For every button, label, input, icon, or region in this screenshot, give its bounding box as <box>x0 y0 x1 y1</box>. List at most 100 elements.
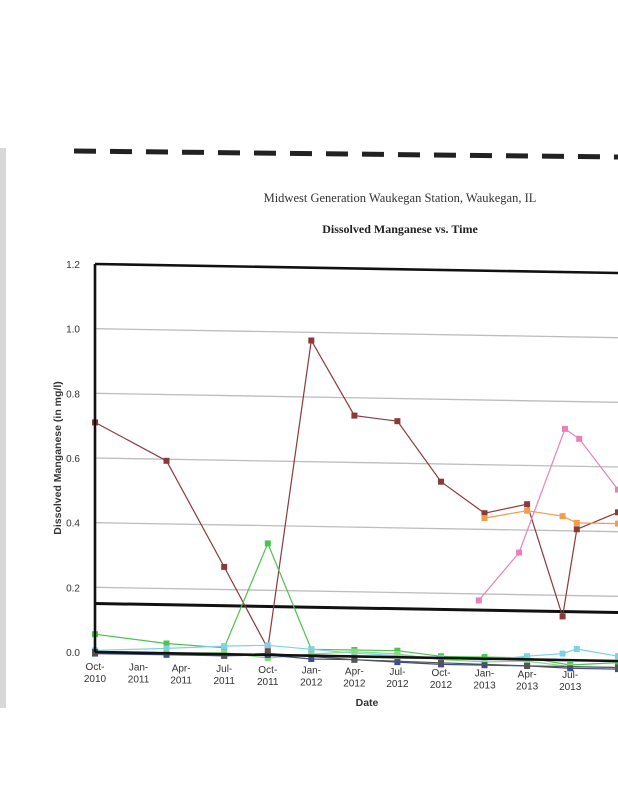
data-point <box>351 412 358 419</box>
data-point <box>475 597 482 604</box>
x-tick-label: Apr-2013 <box>516 669 539 692</box>
x-tick-label: Jul-2013 <box>559 670 582 693</box>
data-point <box>615 659 618 666</box>
series-line <box>478 427 618 601</box>
x-tick-label: Jan-2013 <box>473 669 496 692</box>
x-tick-label: Jan-2012 <box>300 666 323 689</box>
plot-frame-top <box>94 262 618 275</box>
data-point <box>308 337 315 344</box>
x-axis-label: Date <box>356 697 379 709</box>
data-point <box>308 651 315 658</box>
gridline <box>94 328 618 339</box>
data-point <box>394 647 401 654</box>
x-tick-label: Jul-2012 <box>386 667 409 690</box>
data-point <box>163 640 170 647</box>
series-2 <box>481 507 618 527</box>
gridline <box>94 457 618 468</box>
data-point <box>573 526 580 533</box>
y-tick-label: 1.0 <box>66 325 80 336</box>
y-tick-label: 0.6 <box>66 454 80 465</box>
y-axis-label: Dissolved Manganese (in mg/l) <box>52 381 64 534</box>
gridline <box>94 522 618 533</box>
data-point <box>481 658 488 665</box>
gridlines <box>94 328 618 597</box>
reference-line <box>94 602 618 614</box>
data-point <box>576 435 583 442</box>
data-point <box>264 645 271 652</box>
data-point <box>438 478 444 485</box>
series-group <box>92 337 618 673</box>
data-point <box>615 653 618 660</box>
data-point <box>438 659 444 666</box>
data-point <box>163 645 170 652</box>
series-line <box>94 338 618 651</box>
data-point <box>615 664 618 671</box>
y-tick-label: 0.8 <box>66 389 80 400</box>
data-point <box>615 509 618 516</box>
x-tick-label: Oct-2011 <box>257 665 279 688</box>
gridline <box>94 586 618 597</box>
chart-title: Midwest Generation Waukegan Station, Wau… <box>264 191 537 205</box>
x-tick-label: Jul-2011 <box>213 664 235 687</box>
data-point <box>221 643 228 650</box>
plot-frame-bottom <box>94 650 618 663</box>
y-tick-label: 0.0 <box>66 648 80 659</box>
data-point <box>559 650 566 657</box>
data-point <box>481 515 488 522</box>
data-point <box>516 549 523 556</box>
y-tick-label: 1.2 <box>66 260 80 271</box>
data-point <box>615 486 618 493</box>
x-tick-label: Jan-2011 <box>128 663 150 686</box>
data-point <box>308 646 315 653</box>
data-point <box>559 613 566 620</box>
data-point <box>481 662 488 669</box>
y-tick-labels: 0.0 0.2 0.4 0.6 0.8 1.0 1.2 <box>66 260 80 659</box>
chart-subtitle: Dissolved Manganese vs. Time <box>322 222 478 236</box>
data-point <box>524 653 531 660</box>
data-point <box>163 457 170 464</box>
y-tick-label: 0.4 <box>66 519 80 530</box>
data-point <box>524 658 531 665</box>
data-point <box>438 656 444 663</box>
reference-line-group <box>94 602 618 614</box>
data-point <box>481 510 488 517</box>
data-point <box>562 425 568 432</box>
data-point <box>615 520 618 527</box>
data-point <box>264 650 271 657</box>
data-point <box>573 519 580 526</box>
x-tick-labels: Oct-2010 Jan-2011 Apr-2011 Jul-2011 Oct-2011… <box>84 662 582 693</box>
data-point <box>351 648 358 655</box>
scan-page-edge <box>0 148 6 708</box>
data-point <box>567 665 574 672</box>
data-point <box>221 649 228 656</box>
x-tick-label: Oct-2012 <box>430 668 453 691</box>
data-point <box>559 513 566 520</box>
data-point <box>524 662 531 669</box>
data-point <box>221 563 228 570</box>
data-point <box>264 642 271 649</box>
data-point <box>394 651 401 657</box>
x-tick-label: Apr-2012 <box>343 666 366 689</box>
x-tick-label: Apr-2011 <box>170 663 192 686</box>
data-point <box>351 656 358 663</box>
data-point <box>308 656 315 662</box>
gridline <box>94 392 618 403</box>
data-point <box>524 501 531 508</box>
series-3 <box>475 425 618 604</box>
series-line <box>94 650 618 669</box>
scan-dashed-border <box>73 148 618 160</box>
data-point <box>394 659 401 666</box>
data-point <box>524 507 531 514</box>
data-point <box>221 652 228 659</box>
data-point <box>163 651 170 658</box>
x-tick-label: Oct-2010 <box>84 662 107 685</box>
data-point <box>264 540 271 547</box>
y-tick-label: 0.2 <box>66 583 80 594</box>
data-point <box>394 418 401 425</box>
data-point <box>481 654 488 661</box>
data-point <box>264 655 271 662</box>
series-line <box>484 510 618 525</box>
data-point <box>573 646 580 652</box>
